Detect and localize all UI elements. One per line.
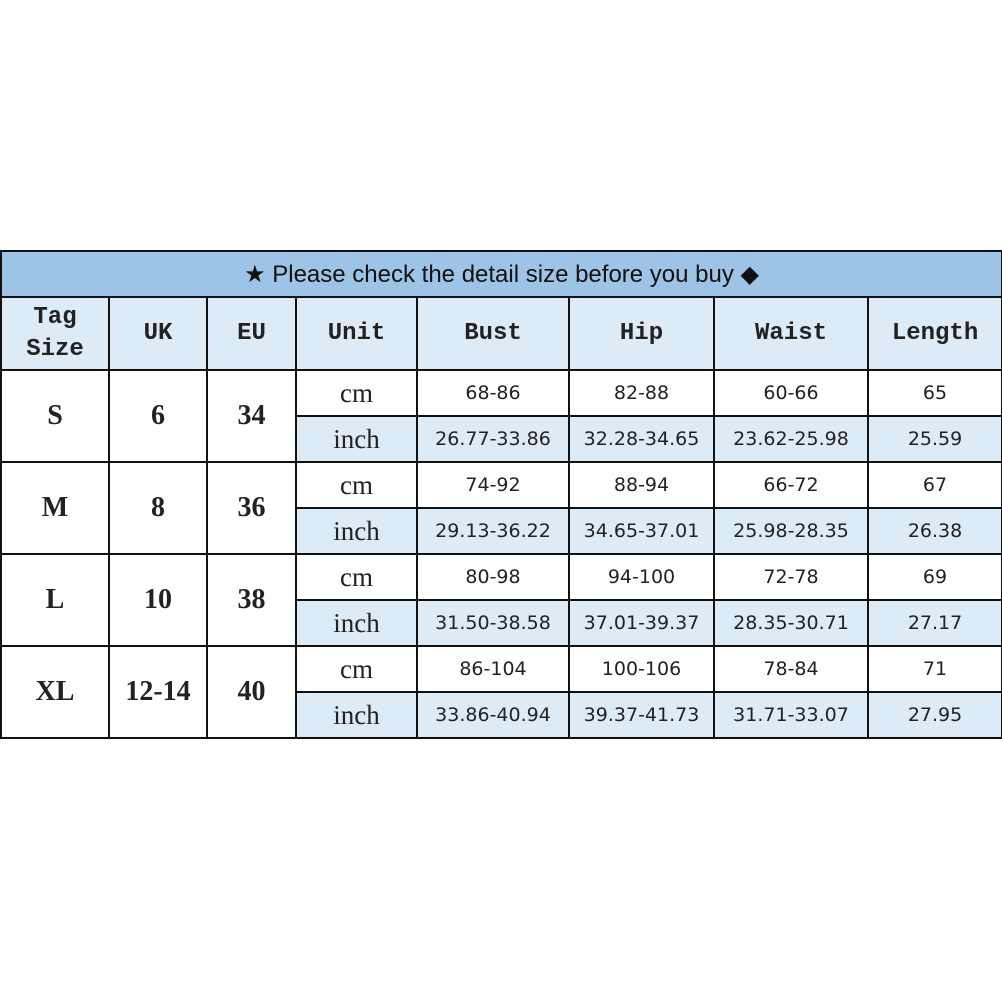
measurement-cell: 25.98-28.35 — [713, 507, 869, 555]
column-header: Hip — [568, 296, 715, 371]
column-header: Unit — [295, 296, 418, 371]
unit-cell: inch — [295, 415, 418, 463]
measurement-cell: 34.65-37.01 — [568, 507, 715, 555]
measurement-cell: 31.71-33.07 — [713, 691, 869, 739]
measurement-cell: 60-66 — [713, 369, 869, 417]
eu-size-cell: 34 — [206, 369, 297, 463]
size-row-cm: S 6 34 cm 68-86 82-88 60-66 65 — [0, 369, 1002, 463]
uk-size-cell: 10 — [108, 553, 208, 647]
column-header: Waist — [713, 296, 869, 371]
measurement-cell: 94-100 — [568, 553, 715, 601]
measurement-cell: 100-106 — [568, 645, 715, 693]
measurement-cell: 80-98 — [416, 553, 570, 601]
eu-size-cell: 36 — [206, 461, 297, 555]
unit-cell: inch — [295, 691, 418, 739]
measurement-cell: 88-94 — [568, 461, 715, 509]
measurement-cell: 23.62-25.98 — [713, 415, 869, 463]
tag-size-cell: XL — [0, 645, 110, 739]
measurement-cell: 25.59 — [866, 415, 1002, 463]
measurement-cell: 72-78 — [713, 553, 869, 601]
uk-size-cell: 12-14 — [108, 645, 208, 739]
column-header: Bust — [416, 296, 570, 371]
measurement-cell: 67 — [866, 461, 1002, 509]
measurement-cell: 26.77-33.86 — [416, 415, 570, 463]
column-header: EU — [206, 296, 297, 371]
measurement-cell: 33.86-40.94 — [416, 691, 570, 739]
measurement-cell: 74-92 — [416, 461, 570, 509]
measurement-cell: 32.28-34.65 — [568, 415, 715, 463]
measurement-cell: 28.35-30.71 — [713, 599, 869, 647]
unit-cell: cm — [295, 461, 418, 509]
unit-cell: cm — [295, 369, 418, 417]
measurement-cell: 37.01-39.37 — [568, 599, 715, 647]
measurement-cell: 66-72 — [713, 461, 869, 509]
unit-cell: cm — [295, 553, 418, 601]
unit-cell: inch — [295, 507, 418, 555]
size-row-cm: M 8 36 cm 74-92 88-94 66-72 67 — [0, 461, 1002, 555]
tag-size-cell: M — [0, 461, 110, 555]
measurement-cell: 65 — [866, 369, 1002, 417]
size-row-cm: XL 12-14 40 cm 86-104 100-106 78-84 71 — [0, 645, 1002, 739]
uk-size-cell: 6 — [108, 369, 208, 463]
tag-size-cell: S — [0, 369, 110, 463]
measurement-cell: 68-86 — [416, 369, 570, 417]
size-row-inch: inch 29.13-36.22 34.65-37.01 25.98-28.35 26.… — [1, 507, 1002, 555]
size-row-inch: inch 33.86-40.94 39.37-41.73 31.71-33.07 27.… — [1, 691, 1002, 739]
size-chart-title: ★ Please check the detail size before yo… — [0, 250, 1002, 298]
size-row-inch: inch 31.50-38.58 37.01-39.37 28.35-30.71 27.… — [1, 599, 1002, 647]
measurement-cell: 27.17 — [866, 599, 1002, 647]
unit-cell: inch — [295, 599, 418, 647]
header-row: Tag Size UK EU Unit Bust Hip Waist Length — [0, 296, 1002, 371]
measurement-cell: 27.95 — [866, 691, 1002, 739]
size-row-cm: L 10 38 cm 80-98 94-100 72-78 69 — [0, 553, 1002, 647]
column-header: Tag Size — [0, 296, 110, 371]
measurement-cell: 39.37-41.73 — [568, 691, 715, 739]
measurement-cell: 29.13-36.22 — [416, 507, 570, 555]
column-header: Length — [866, 296, 1002, 371]
eu-size-cell: 40 — [206, 645, 297, 739]
measurement-cell: 26.38 — [866, 507, 1002, 555]
tag-size-cell: L — [0, 553, 110, 647]
column-header: UK — [108, 296, 208, 371]
uk-size-cell: 8 — [108, 461, 208, 555]
measurement-cell: 71 — [866, 645, 1002, 693]
eu-size-cell: 38 — [206, 553, 297, 647]
unit-cell: cm — [295, 645, 418, 693]
measurement-cell: 86-104 — [416, 645, 570, 693]
measurement-cell: 78-84 — [713, 645, 869, 693]
measurement-cell: 82-88 — [568, 369, 715, 417]
measurement-cell: 69 — [866, 553, 1002, 601]
measurement-cell: 31.50-38.58 — [416, 599, 570, 647]
size-row-inch: inch 26.77-33.86 32.28-34.65 23.62-25.98 25.… — [1, 415, 1002, 463]
size-chart-table: ★ Please check the detail size before yo… — [0, 250, 1002, 739]
